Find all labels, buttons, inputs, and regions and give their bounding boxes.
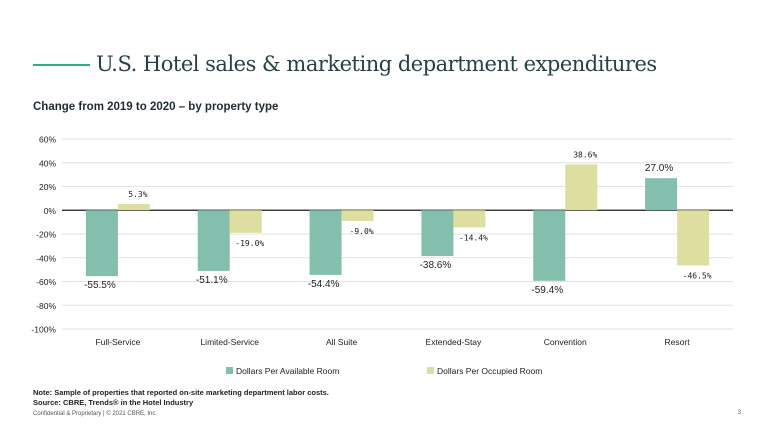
y-tick-label: -80%	[36, 301, 56, 311]
bar-occupied-room	[565, 164, 598, 211]
chart-subtitle: Change from 2019 to 2020 – by property t…	[33, 101, 279, 113]
bar-occupied-room	[117, 203, 150, 211]
data-label: -9.0%	[350, 227, 374, 236]
y-tick-label: 20%	[39, 182, 56, 192]
data-label: -38.6%	[420, 260, 452, 271]
y-tick-label: -20%	[36, 230, 56, 240]
data-label: -51.1%	[196, 275, 228, 286]
y-tick-label: 40%	[39, 158, 56, 168]
y-tick-label: 60%	[39, 135, 56, 145]
note-text: Note: Sample of properties that reported…	[33, 388, 329, 397]
x-tick-label: Limited-Service	[200, 337, 259, 347]
page-title: U.S. Hotel sales & marketing department …	[96, 52, 657, 76]
legend-swatch	[226, 367, 233, 374]
legend-swatch	[427, 367, 434, 374]
y-tick-label: -60%	[36, 277, 56, 287]
bar-occupied-room	[453, 210, 486, 228]
data-label: 5.3%	[128, 190, 147, 199]
y-tick-label: -100%	[31, 325, 56, 335]
bar-occupied-room	[677, 210, 710, 266]
bar-available-room	[645, 178, 678, 211]
legend-label: Dollars Per Available Room	[236, 366, 339, 376]
bar-occupied-room	[341, 210, 374, 221]
y-tick-label: -40%	[36, 253, 56, 263]
y-tick-label: 0%	[44, 206, 57, 216]
source-text: Source: CBRE, Trends® in the Hotel Indus…	[33, 398, 194, 407]
x-tick-label: Convention	[544, 337, 587, 347]
bar-available-room	[197, 210, 230, 271]
data-label: -55.5%	[84, 280, 116, 291]
chart-note: Note: Sample of properties that reported…	[33, 388, 329, 408]
bar-available-room	[85, 210, 118, 277]
data-label: -54.4%	[308, 279, 340, 290]
bar-chart: -100% -80% -60% -40% -20% 0% 20% 40% 60% -55.5% 5.…	[31, 135, 733, 376]
data-label: 27.0%	[645, 163, 673, 174]
bar-occupied-room	[229, 210, 262, 233]
data-label: -14.4%	[459, 233, 488, 242]
bar-available-room	[533, 210, 566, 281]
page-number: 3	[737, 410, 741, 416]
x-tick-label: Resort	[665, 337, 691, 347]
bar-available-room	[421, 210, 454, 257]
data-label: 38.6%	[573, 150, 597, 159]
bar-available-room	[309, 210, 342, 275]
title-accent-line	[33, 64, 90, 66]
data-label: -59.4%	[531, 285, 563, 296]
data-label: -19.0%	[235, 239, 264, 248]
x-tick-label: All Suite	[326, 337, 357, 347]
x-tick-label: Full-Service	[95, 337, 140, 347]
x-tick-label: Extended-Stay	[426, 337, 483, 347]
confidential-footer: Confidential & Proprietary | © 2021 CBRE…	[33, 411, 158, 417]
legend-label: Dollars Per Occupied Room	[437, 366, 542, 376]
data-label: -46.5%	[683, 271, 712, 280]
